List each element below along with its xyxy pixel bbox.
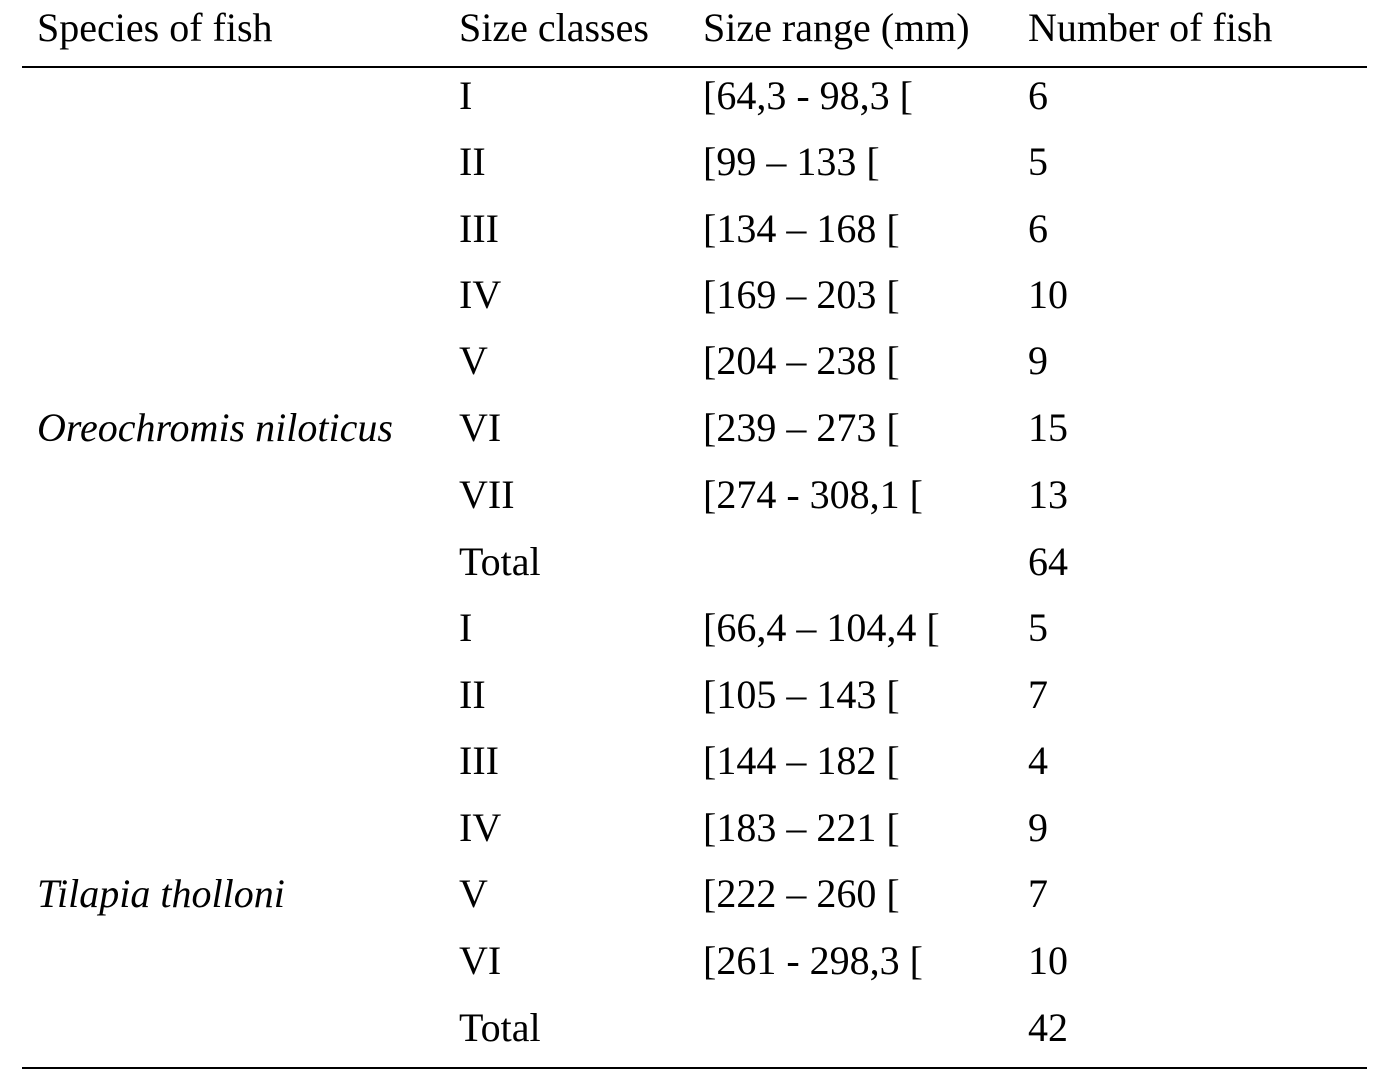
table-row: VI [239 – 273 [ 15 <box>22 404 1367 471</box>
number-cell: 10 <box>1028 938 1068 983</box>
size-range-cell: [239 – 273 [ <box>703 405 900 450</box>
size-class-cell: III <box>459 738 499 783</box>
number-cell: 6 <box>1028 206 1048 251</box>
size-range-cell: [204 – 238 [ <box>703 338 900 383</box>
number-cell: 13 <box>1028 472 1068 517</box>
size-class-cell: III <box>459 206 499 251</box>
number-cell: 10 <box>1028 272 1068 317</box>
size-class-cell: I <box>459 73 473 118</box>
header-species: Species of fish <box>37 5 273 50</box>
size-class-cell: VI <box>459 405 502 450</box>
size-range-cell: [64,3 - 98,3 [ <box>703 73 913 118</box>
size-range-cell: [105 – 143 [ <box>703 672 900 717</box>
table-row: I [66,4 – 104,4 [ 5 <box>22 604 1367 671</box>
size-range-cell: [99 – 133 [ <box>703 139 880 184</box>
size-class-cell: IV <box>459 272 502 317</box>
fish-size-table: Species of fish Size classes Size range … <box>22 0 1367 1074</box>
number-cell: 64 <box>1028 539 1068 584</box>
table-row: II [105 – 143 [ 7 <box>22 671 1367 738</box>
size-class-cell: II <box>459 139 486 184</box>
size-class-cell: Total <box>459 1005 541 1050</box>
size-range-cell: [134 – 168 [ <box>703 206 900 251</box>
species-label: Tilapia tholloni <box>37 871 285 916</box>
number-cell: 5 <box>1028 139 1048 184</box>
size-range-cell: [169 – 203 [ <box>703 272 900 317</box>
table-header: Species of fish Size classes Size range … <box>22 0 1367 66</box>
size-class-cell: V <box>459 338 488 383</box>
size-range-cell: [183 – 221 [ <box>703 805 900 850</box>
table-row-total: Total 64 <box>22 538 1367 605</box>
number-cell: 9 <box>1028 338 1048 383</box>
size-class-cell: V <box>459 871 488 916</box>
table-row: VII [274 - 308,1 [ 13 <box>22 471 1367 538</box>
number-cell: 5 <box>1028 605 1048 650</box>
table-row: IV [169 – 203 [ 10 <box>22 271 1367 338</box>
size-range-cell: [144 – 182 [ <box>703 738 900 783</box>
number-cell: 6 <box>1028 73 1048 118</box>
number-cell: 9 <box>1028 805 1048 850</box>
size-class-cell: VI <box>459 938 502 983</box>
size-class-cell: I <box>459 605 473 650</box>
table-row: V [222 – 260 [ 7 <box>22 870 1367 937</box>
number-cell: 42 <box>1028 1005 1068 1050</box>
number-cell: 4 <box>1028 738 1048 783</box>
size-class-cell: II <box>459 672 486 717</box>
size-class-cell: VII <box>459 472 515 517</box>
table-row: I [64,3 - 98,3 [ 6 <box>22 72 1367 139</box>
number-cell: 7 <box>1028 871 1048 916</box>
header-size-classes: Size classes <box>459 5 649 50</box>
table-row: IV [183 – 221 [ 9 <box>22 804 1367 871</box>
top-rule <box>22 66 1367 68</box>
number-cell: 15 <box>1028 405 1068 450</box>
table-row: III [144 – 182 [ 4 <box>22 737 1367 804</box>
size-range-cell: [274 - 308,1 [ <box>703 472 923 517</box>
header-number-of-fish: Number of fish <box>1028 5 1273 50</box>
number-cell: 7 <box>1028 672 1048 717</box>
table-row: II [99 – 133 [ 5 <box>22 138 1367 205</box>
size-class-cell: Total <box>459 539 541 584</box>
size-range-cell: [66,4 – 104,4 [ <box>703 605 940 650</box>
size-range-cell: [222 – 260 [ <box>703 871 900 916</box>
table-row-total: Total 42 <box>22 1004 1367 1071</box>
table-row: V [204 – 238 [ 9 <box>22 337 1367 404</box>
header-size-range: Size range (mm) <box>703 5 970 50</box>
table-row: III [134 – 168 [ 6 <box>22 205 1367 272</box>
size-class-cell: IV <box>459 805 502 850</box>
bottom-rule <box>22 1067 1367 1069</box>
size-range-cell: [261 - 298,3 [ <box>703 938 923 983</box>
species-label: Oreochromis niloticus <box>37 405 393 450</box>
table-row: VI [261 - 298,3 [ 10 <box>22 937 1367 1004</box>
